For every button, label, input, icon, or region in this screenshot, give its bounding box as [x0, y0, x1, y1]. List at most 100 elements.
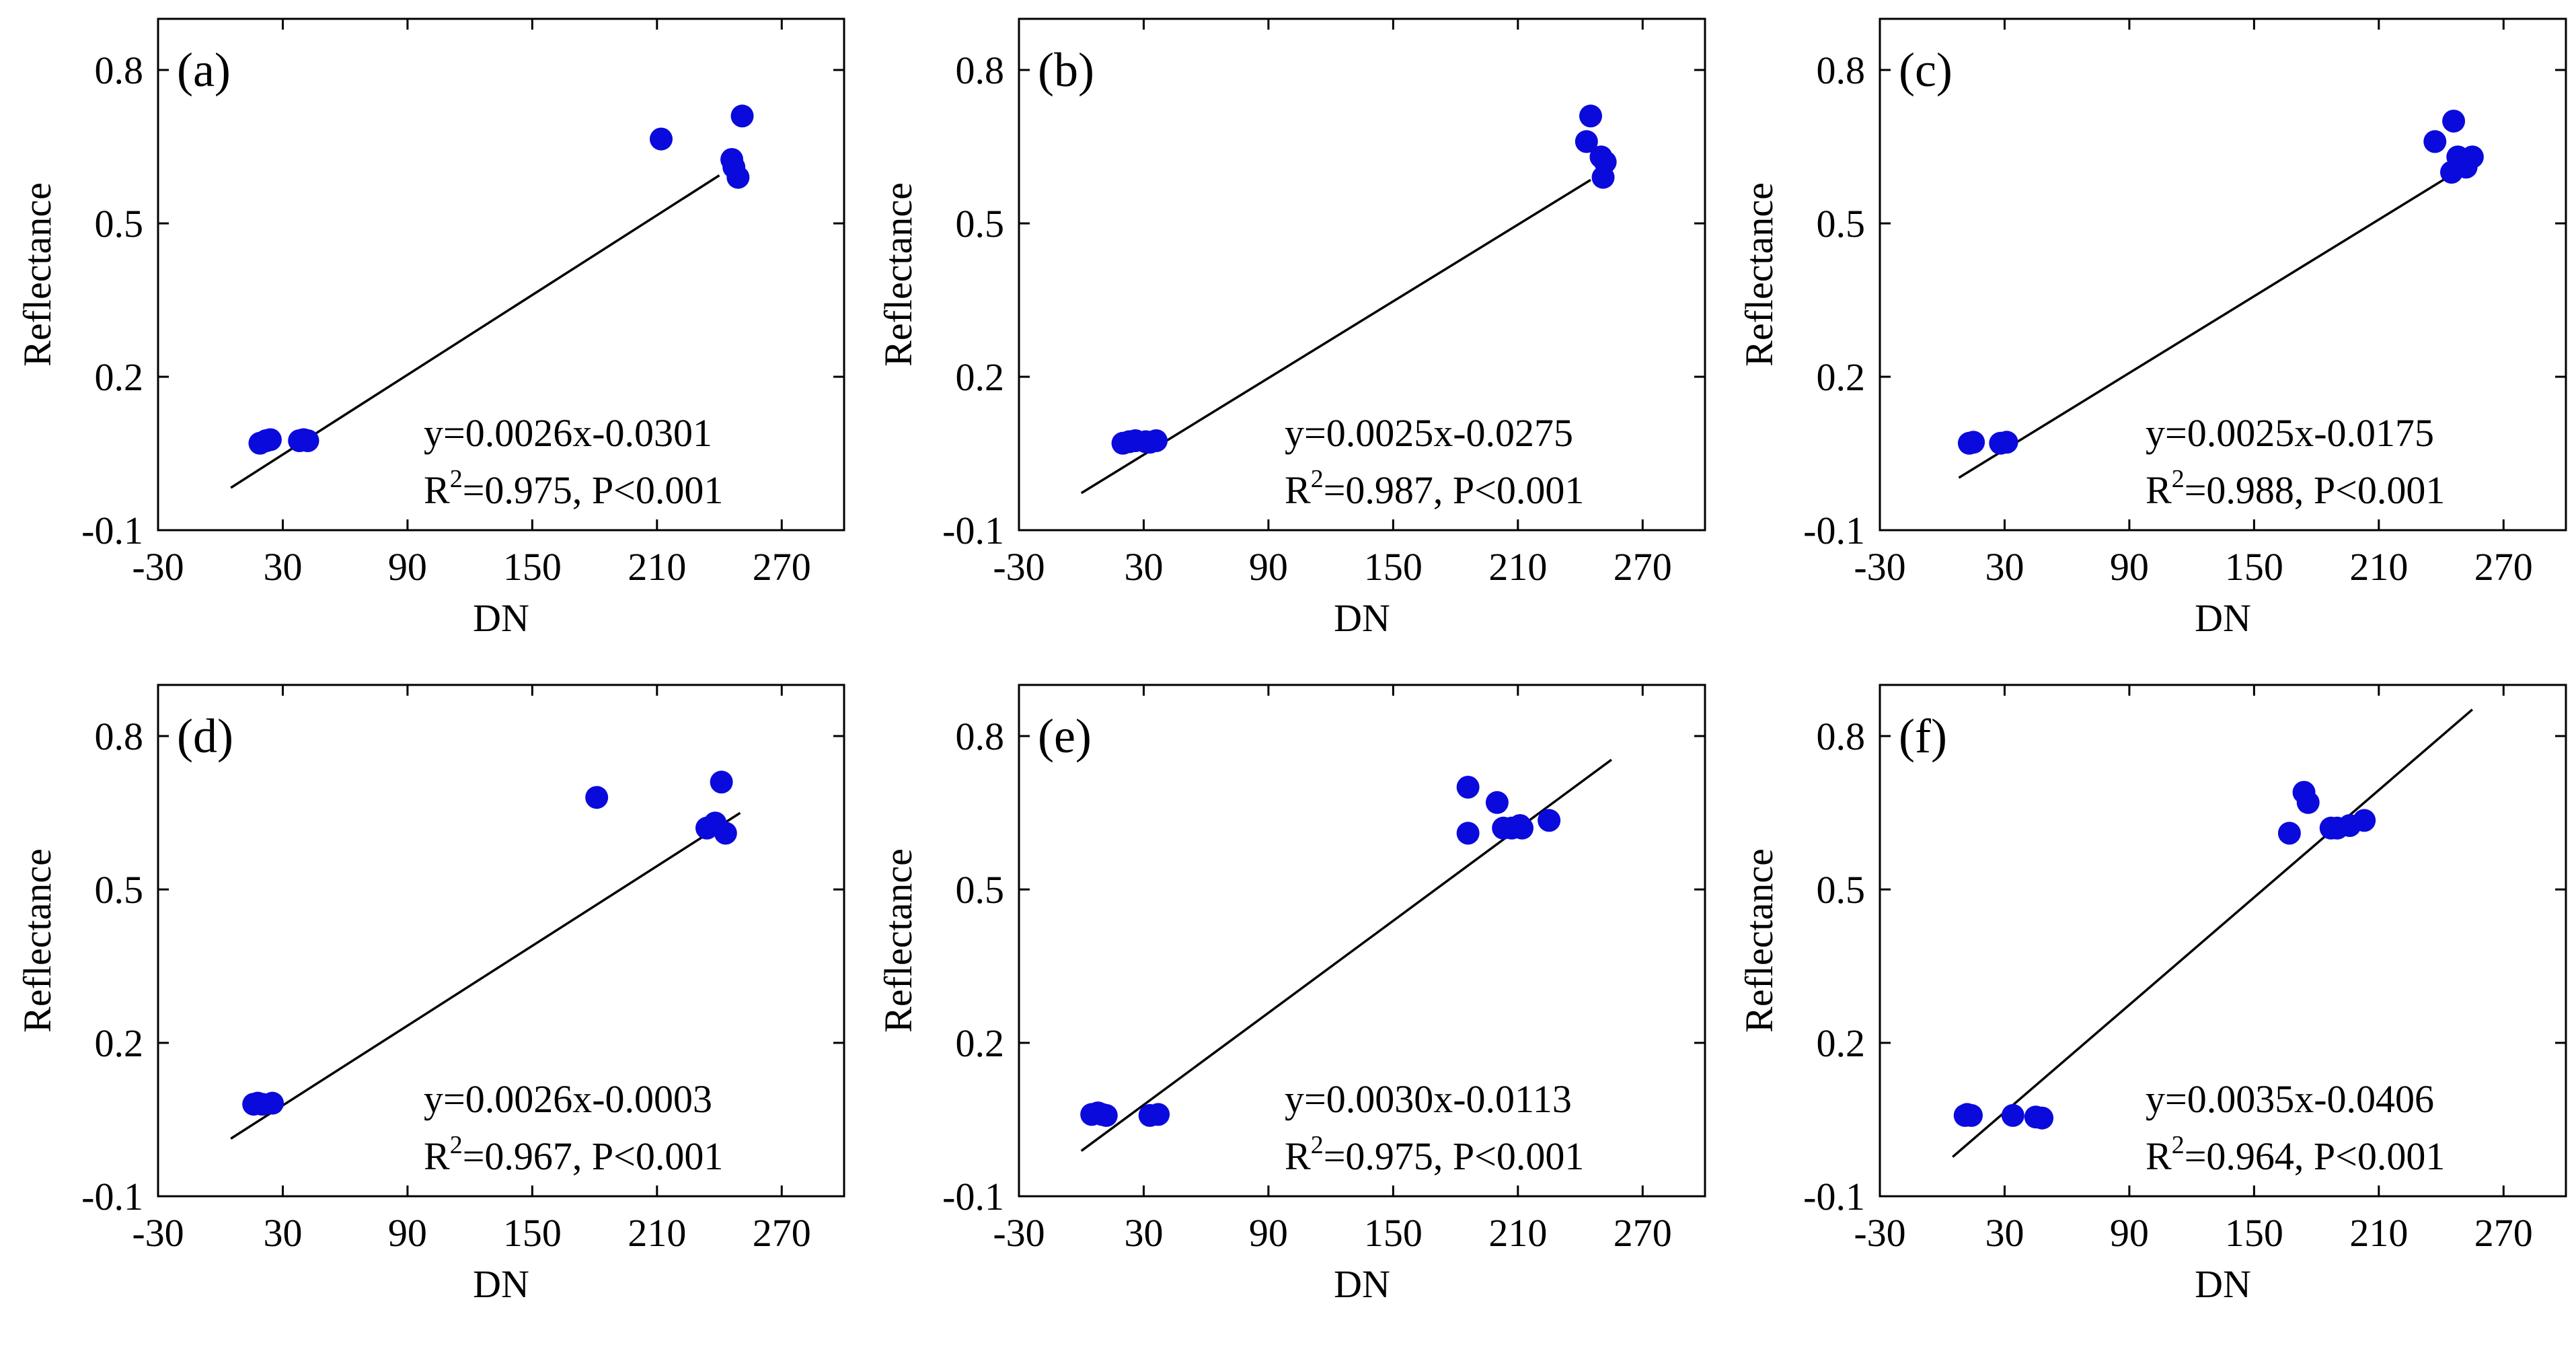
- regression-equation: y=0.0035x-0.0406: [2146, 1077, 2434, 1121]
- x-tick-label: 150: [2225, 1211, 2283, 1255]
- x-tick-label: -30: [993, 545, 1045, 589]
- chart-panel: -30 30 90 150 210 270 -0.1 0.2 0.5 0.8 DN Reflectan…: [1737, 684, 2567, 1306]
- x-tick-label: 90: [1249, 545, 1288, 589]
- x-tick-label: 270: [753, 545, 811, 589]
- x-tick-label: 90: [2110, 1211, 2149, 1255]
- x-tick-label: 150: [2225, 545, 2283, 589]
- regression-stats: R2=0.964, P<0.001: [2146, 1131, 2445, 1178]
- r2-value: =0.975, P<0.001: [1324, 1134, 1585, 1178]
- data-point: [1575, 130, 1598, 153]
- y-tick-label: 0.2: [956, 1021, 1005, 1065]
- y-tick-label: 0.8: [956, 48, 1005, 92]
- data-point: [726, 166, 750, 189]
- chart-panel: -30 30 90 150 210 270 -0.1 0.2 0.5 0.8 DN Reflectan…: [15, 17, 845, 640]
- r2-value: =0.964, P<0.001: [2185, 1134, 2446, 1178]
- x-tick-label: 150: [1364, 1211, 1423, 1255]
- data-point: [730, 104, 754, 128]
- chart-panel: -30 30 90 150 210 270 -0.1 0.2 0.5 0.8 DN Reflectan…: [876, 17, 1706, 640]
- panel-label: (a): [177, 43, 231, 97]
- data-point: [1456, 821, 1480, 845]
- x-tick-label: 30: [263, 1211, 302, 1255]
- y-tick-label: 0.2: [1817, 355, 1866, 399]
- r2-value: =0.975, P<0.001: [463, 468, 724, 512]
- x-tick-label: 270: [1614, 1211, 1672, 1255]
- r2-prefix: R: [2146, 468, 2172, 512]
- x-tick-label: 210: [1488, 545, 1547, 589]
- data-point: [261, 1091, 284, 1115]
- regression-equation: y=0.0025x-0.0275: [1285, 411, 1573, 455]
- y-tick-label: -0.1: [81, 509, 143, 552]
- r2-superscript: 2: [2172, 465, 2185, 493]
- data-point: [296, 429, 319, 452]
- x-axis-label: DN: [2195, 596, 2251, 640]
- axes-frame: [157, 17, 845, 532]
- x-tick-label: -30: [1854, 1211, 1905, 1255]
- x-tick-label: -30: [993, 1211, 1045, 1255]
- x-axis-label: DN: [1334, 1262, 1390, 1306]
- x-tick-label: 270: [753, 1211, 811, 1255]
- y-tick-label: 0.8: [1817, 48, 1866, 92]
- y-axis-label: Reflectance: [876, 848, 920, 1033]
- data-point: [2296, 791, 2320, 814]
- panel-label: (c): [1899, 43, 1953, 97]
- axes-frame: [157, 684, 845, 1198]
- r2-prefix: R: [1285, 1134, 1311, 1178]
- regression-stats: R2=0.987, P<0.001: [1285, 465, 1584, 512]
- panel-label: (d): [177, 709, 233, 763]
- data-point: [714, 821, 737, 845]
- data-point: [2353, 809, 2376, 832]
- y-tick-label: 0.5: [956, 202, 1005, 246]
- panel-label: (f): [1899, 709, 1947, 763]
- y-axis-label: Reflectance: [15, 182, 59, 367]
- regression-stats: R2=0.975, P<0.001: [424, 465, 723, 512]
- axes-frame: [1879, 17, 2567, 532]
- regression-equation: y=0.0026x-0.0003: [424, 1077, 712, 1121]
- y-tick-label: 0.5: [95, 202, 144, 246]
- data-point: [258, 428, 282, 451]
- r2-prefix: R: [1285, 468, 1311, 512]
- r2-superscript: 2: [450, 1131, 463, 1159]
- data-point: [1591, 166, 1615, 189]
- r2-prefix: R: [2146, 1134, 2172, 1178]
- r2-prefix: R: [424, 468, 450, 512]
- data-point: [1538, 809, 1561, 832]
- x-tick-label: 30: [1124, 1211, 1163, 1255]
- x-tick-label: -30: [132, 545, 184, 589]
- data-point: [2423, 130, 2447, 153]
- x-axis-label: DN: [473, 1262, 529, 1306]
- chart-panel: -30 30 90 150 210 270 -0.1 0.2 0.5 0.8 DN Reflectan…: [876, 684, 1706, 1306]
- data-point: [1147, 1103, 1170, 1126]
- x-tick-label: 30: [263, 545, 302, 589]
- y-axis-label: Reflectance: [876, 182, 920, 367]
- axes-frame: [1018, 684, 1706, 1198]
- y-tick-label: -0.1: [1803, 1175, 1865, 1218]
- y-axis-label: Reflectance: [1737, 182, 1781, 367]
- x-axis-label: DN: [2195, 1262, 2251, 1306]
- data-point: [2442, 110, 2466, 133]
- r2-superscript: 2: [450, 465, 463, 493]
- data-point: [1962, 431, 1985, 454]
- y-tick-label: 0.5: [956, 868, 1005, 912]
- panel-label: (e): [1038, 709, 1092, 763]
- data-point: [1094, 1103, 1118, 1127]
- x-axis-label: DN: [1334, 596, 1390, 640]
- y-tick-label: 0.5: [1817, 202, 1866, 246]
- y-tick-label: 0.8: [95, 715, 144, 758]
- x-tick-label: 90: [1249, 1211, 1288, 1255]
- r2-prefix: R: [424, 1134, 450, 1178]
- data-point: [2277, 821, 2301, 845]
- x-tick-label: 210: [628, 1211, 686, 1255]
- data-point: [2031, 1106, 2054, 1130]
- x-tick-label: 210: [2349, 545, 2408, 589]
- regression-equation: y=0.0030x-0.0113: [1285, 1077, 1572, 1121]
- fit-line: [230, 811, 741, 1140]
- x-tick-label: -30: [1854, 545, 1905, 589]
- axes-frame: [1879, 684, 2567, 1198]
- y-tick-label: -0.1: [81, 1175, 143, 1218]
- y-tick-label: 0.2: [1817, 1021, 1866, 1065]
- y-tick-label: 0.2: [95, 355, 144, 399]
- r2-superscript: 2: [1311, 465, 1324, 493]
- data-point: [1995, 431, 2018, 454]
- data-point: [585, 786, 609, 809]
- regression-stats: R2=0.967, P<0.001: [424, 1131, 723, 1178]
